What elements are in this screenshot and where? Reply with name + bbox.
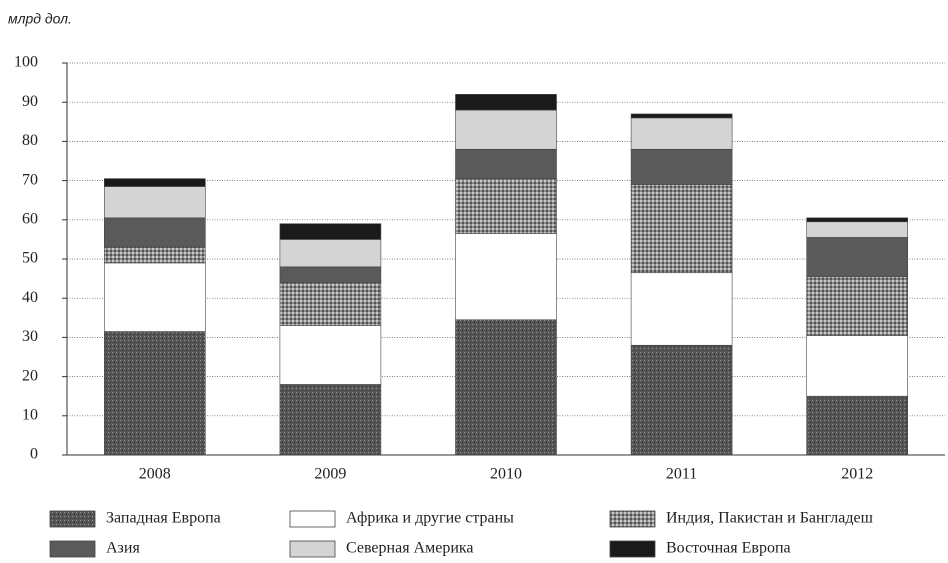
bar-segment xyxy=(279,384,382,456)
y-tick-label: 60 xyxy=(22,210,38,227)
x-tick-label: 2011 xyxy=(666,466,697,483)
bar-segment xyxy=(104,262,206,332)
y-tick-label: 0 xyxy=(30,446,38,463)
y-tick-label: 20 xyxy=(22,367,38,384)
bar-segment xyxy=(630,148,733,185)
bar-segment xyxy=(630,117,733,150)
x-tick-label: 2012 xyxy=(841,466,873,483)
bar-segment xyxy=(455,178,557,234)
bar-segment xyxy=(455,148,557,179)
legend-label: Азия xyxy=(106,540,140,557)
legend-swatch xyxy=(49,510,96,528)
x-tick-label: 2008 xyxy=(139,466,171,483)
bar-segment xyxy=(630,113,733,119)
legend-label: Восточная Европа xyxy=(666,540,791,557)
bar-segment xyxy=(806,395,909,456)
y-tick-label: 70 xyxy=(22,171,38,188)
legend-label: Африка и другие страны xyxy=(346,510,514,527)
bar-segment xyxy=(104,331,206,456)
bar-segment xyxy=(279,266,382,283)
bar-segment xyxy=(279,223,382,240)
y-tick-label: 100 xyxy=(14,54,38,71)
bar-segment xyxy=(455,319,557,456)
x-tick-label: 2009 xyxy=(314,466,346,483)
bar-segment xyxy=(806,217,909,223)
y-tick-label: 30 xyxy=(22,328,38,345)
bar-segment xyxy=(279,325,382,385)
bar-segment xyxy=(630,272,733,346)
legend-swatch xyxy=(289,540,336,558)
legend-swatch xyxy=(609,510,656,528)
bar-segment xyxy=(455,109,557,150)
bar-segment xyxy=(279,239,382,268)
bar-segment xyxy=(104,217,206,248)
bar-segment xyxy=(104,186,206,219)
bar-segment xyxy=(806,335,909,397)
legend-label: Западная Европа xyxy=(106,510,221,527)
legend-swatch xyxy=(289,510,336,528)
y-tick-label: 10 xyxy=(22,406,38,423)
y-tick-label: 50 xyxy=(22,250,38,267)
x-tick-label: 2010 xyxy=(490,466,522,483)
bar-segment xyxy=(806,237,909,277)
bar-segment xyxy=(455,233,557,321)
bar-segment xyxy=(279,282,382,326)
bar-segment xyxy=(806,276,909,336)
bar-segment xyxy=(630,344,733,456)
bar-segment xyxy=(806,221,909,238)
bar-segment xyxy=(104,246,206,264)
bar-segment xyxy=(104,178,206,187)
legend-swatch xyxy=(49,540,96,558)
bar-segment xyxy=(630,184,733,274)
y-tick-label: 90 xyxy=(22,93,38,110)
bar-segment xyxy=(455,94,557,111)
legend-swatch xyxy=(609,540,656,558)
y-tick-label: 40 xyxy=(22,289,38,306)
y-tick-label: 80 xyxy=(22,132,38,149)
legend-label: Северная Америка xyxy=(346,540,474,557)
y-axis-unit: млрд дол. xyxy=(8,11,72,27)
legend-label: Индия, Пакистан и Бангладеш xyxy=(666,510,874,527)
